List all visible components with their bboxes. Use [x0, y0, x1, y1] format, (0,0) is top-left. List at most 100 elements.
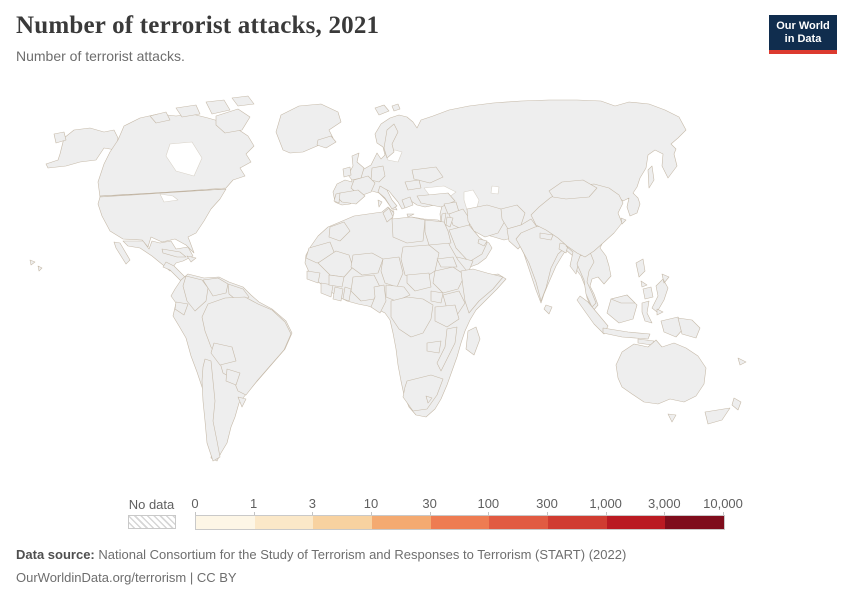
country-benin[interactable]	[342, 286, 352, 302]
country-romania[interactable]	[404, 179, 422, 191]
country-sweden[interactable]	[383, 123, 399, 159]
country-thailand[interactable]	[576, 251, 597, 308]
country-tanzania[interactable]	[434, 304, 460, 328]
country-ukraine[interactable]	[411, 166, 444, 184]
country-mexico-baja[interactable]	[113, 241, 131, 265]
legend-tick-label: 0	[191, 496, 199, 511]
country-canada-islands[interactable]	[205, 99, 231, 115]
legend-colorbar	[195, 515, 725, 530]
country-indonesia-moluccas[interactable]	[656, 308, 664, 316]
country-south-africa[interactable]	[402, 374, 444, 412]
legend-segment[interactable]	[430, 516, 490, 529]
legend-segment[interactable]	[548, 516, 607, 529]
legend-segment[interactable]	[489, 516, 549, 529]
country-uganda[interactable]	[430, 290, 444, 304]
country-russia-chukotka[interactable]	[53, 131, 67, 144]
country-libya[interactable]	[391, 216, 426, 244]
country-lesotho[interactable]	[425, 395, 433, 404]
map-legend: No data 0 1 3 10 30 100 300 1,000 3,000 10,000	[0, 496, 850, 532]
legend-segment[interactable]	[606, 516, 666, 529]
country-drc[interactable]	[390, 296, 434, 338]
country-burkina-faso[interactable]	[328, 274, 345, 288]
country-cuba[interactable]	[161, 248, 187, 258]
country-germany[interactable]	[370, 165, 386, 183]
country-eritrea[interactable]	[436, 256, 458, 268]
legend-segment[interactable]	[313, 516, 373, 529]
country-uruguay[interactable]	[237, 396, 247, 408]
legend-tick-label: 1	[250, 496, 258, 511]
country-jordan[interactable]	[445, 216, 454, 228]
country-south-sudan[interactable]	[406, 272, 432, 292]
country-brazil[interactable]	[201, 296, 292, 396]
country-papua-new-guinea[interactable]	[677, 317, 701, 339]
country-canada-ellesmere[interactable]	[231, 95, 255, 107]
country-mongolia[interactable]	[548, 179, 598, 200]
country-new-zealand[interactable]	[704, 397, 742, 425]
country-iran[interactable]	[466, 204, 506, 238]
country-colombia[interactable]	[182, 275, 209, 312]
country-tunisia[interactable]	[382, 207, 394, 223]
country-cameroon[interactable]	[370, 284, 387, 314]
country-united-kingdom[interactable]	[347, 152, 365, 181]
country-portugal[interactable]	[333, 192, 341, 204]
country-indonesia-java[interactable]	[602, 327, 651, 340]
link-line[interactable]: OurWorldinData.org/terrorism | CC BY	[16, 570, 237, 585]
country-nepal[interactable]	[539, 232, 554, 241]
country-egypt[interactable]	[424, 219, 452, 246]
country-venezuela[interactable]	[202, 277, 229, 297]
country-chile[interactable]	[201, 358, 221, 462]
water-hudson-bay	[165, 141, 203, 177]
country-australia-tasmania[interactable]	[667, 413, 677, 423]
country-paraguay[interactable]	[225, 368, 241, 386]
country-australia[interactable]	[615, 339, 707, 405]
owid-logo-accent-bar	[769, 50, 837, 54]
country-zimbabwe[interactable]	[426, 340, 442, 354]
country-sri-lanka[interactable]	[543, 304, 553, 315]
country-ireland[interactable]	[342, 166, 352, 178]
country-greenland[interactable]	[275, 103, 342, 154]
country-greece[interactable]	[401, 196, 415, 218]
owid-logo[interactable]: Our World in Data	[769, 15, 837, 54]
country-bolivia[interactable]	[210, 342, 237, 366]
country-uae[interactable]	[477, 238, 488, 247]
chart-footer: Data source: National Consortium for the…	[16, 543, 626, 589]
country-indonesia-sumatra[interactable]	[576, 295, 609, 335]
country-mexico[interactable]	[122, 240, 194, 272]
country-somalia[interactable]	[460, 268, 504, 314]
country-united-states-hawaii[interactable]	[29, 259, 43, 272]
legend-segment[interactable]	[372, 516, 431, 529]
country-ghana[interactable]	[332, 286, 344, 302]
country-philippines[interactable]	[635, 258, 654, 300]
country-united-states[interactable]	[97, 188, 227, 254]
country-canada-islands[interactable]	[175, 104, 201, 118]
country-guinea[interactable]	[306, 270, 321, 284]
country-malaysia-borneo[interactable]	[610, 294, 636, 304]
country-svalbard[interactable]	[374, 103, 401, 116]
country-saudi-arabia[interactable]	[448, 224, 488, 263]
country-iceland[interactable]	[316, 135, 337, 149]
country-madagascar[interactable]	[465, 326, 481, 356]
legend-tick-label: 1,000	[589, 496, 622, 511]
country-japan[interactable]	[651, 273, 670, 313]
country-russia-sakhalin[interactable]	[647, 165, 655, 189]
owid-logo-line2: in Data	[784, 33, 822, 45]
country-new-caledonia[interactable]	[737, 357, 747, 366]
country-indonesia-papua[interactable]	[660, 316, 685, 338]
country-ecuador[interactable]	[174, 301, 189, 316]
country-canada-islands[interactable]	[149, 111, 171, 124]
legend-no-data-swatch[interactable]	[128, 515, 176, 529]
page-title: Number of terrorist attacks, 2021	[16, 12, 380, 39]
country-niger[interactable]	[350, 252, 384, 276]
water-great-lakes	[159, 193, 179, 203]
country-hispaniola[interactable]	[186, 255, 197, 263]
country-morocco[interactable]	[328, 221, 351, 242]
legend-segment[interactable]	[196, 516, 255, 529]
country-indonesia-sulawesi[interactable]	[641, 300, 653, 324]
country-canada-baffin[interactable]	[215, 108, 251, 134]
legend-segment[interactable]	[665, 516, 725, 529]
country-taiwan[interactable]	[620, 217, 627, 225]
country-mozambique[interactable]	[436, 326, 458, 372]
legend-tick-label: 10,000	[703, 496, 743, 511]
legend-segment[interactable]	[254, 516, 314, 529]
